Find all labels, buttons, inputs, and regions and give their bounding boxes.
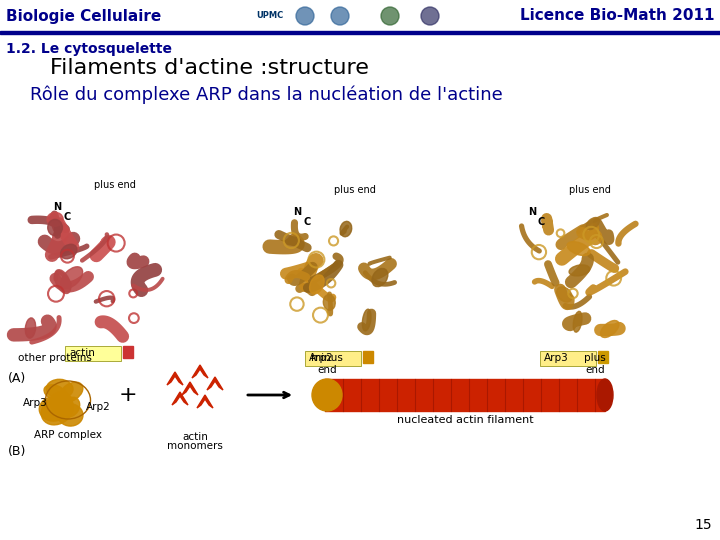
FancyBboxPatch shape [305,350,361,366]
Ellipse shape [25,318,36,338]
Ellipse shape [569,265,590,276]
Text: plus end: plus end [94,180,136,190]
Ellipse shape [55,269,71,294]
Text: minus
end: minus end [311,353,343,375]
Ellipse shape [310,275,324,294]
Ellipse shape [597,379,613,411]
Text: ARP complex: ARP complex [34,430,102,440]
Ellipse shape [567,242,590,255]
Ellipse shape [58,404,83,426]
Text: UPMC: UPMC [256,11,284,21]
Ellipse shape [40,396,68,421]
Text: Arp3: Arp3 [23,398,48,408]
Ellipse shape [63,397,80,417]
Bar [325,379,605,411]
Text: 15: 15 [694,518,712,532]
Ellipse shape [60,244,77,259]
Text: Filaments d'actine :structure: Filaments d'actine :structure [50,58,369,78]
Ellipse shape [557,287,572,302]
Text: plus
end: plus end [584,353,606,375]
Text: Rôle du complexe ARP dans la nucléation de l'actine: Rôle du complexe ARP dans la nucléation … [30,86,503,105]
Ellipse shape [312,379,342,411]
Circle shape [381,7,399,25]
Ellipse shape [46,379,73,399]
Ellipse shape [60,382,83,402]
Bar [123,346,133,358]
Text: other proteins: other proteins [18,353,92,363]
Text: N: N [528,207,536,217]
Circle shape [331,7,349,25]
Text: 1.2. Le cytosquelette: 1.2. Le cytosquelette [6,42,172,56]
Ellipse shape [362,309,371,331]
Polygon shape [172,392,188,405]
Text: (A): (A) [8,372,26,385]
Bar [598,351,608,363]
Ellipse shape [47,212,63,226]
Text: Arp2: Arp2 [86,402,111,412]
FancyBboxPatch shape [65,346,120,361]
Text: actin: actin [69,348,95,358]
Text: (B): (B) [8,445,27,458]
Text: monomers: monomers [167,441,223,451]
Text: N: N [293,207,301,217]
Circle shape [421,7,439,25]
Ellipse shape [44,385,67,401]
Ellipse shape [600,320,619,338]
Bar [363,351,373,363]
Ellipse shape [323,295,336,310]
Ellipse shape [48,219,63,236]
Polygon shape [197,395,213,408]
Text: plus end: plus end [569,185,611,195]
Ellipse shape [586,218,599,230]
Text: Arp2: Arp2 [309,353,334,363]
Ellipse shape [60,267,83,288]
Text: C: C [538,217,545,227]
Text: Arp3: Arp3 [544,353,569,363]
Ellipse shape [50,392,72,413]
Polygon shape [192,365,208,378]
Text: Licence Bio-Math 2011: Licence Bio-Math 2011 [520,9,714,24]
Text: C: C [303,217,310,227]
Ellipse shape [286,237,300,245]
Polygon shape [207,377,223,390]
Text: plus end: plus end [334,185,376,195]
Polygon shape [167,372,183,385]
FancyBboxPatch shape [539,350,595,366]
Ellipse shape [573,312,582,332]
Bar [0,31,720,34]
Polygon shape [182,382,198,395]
Text: nucleated actin filament: nucleated actin filament [397,415,534,425]
Ellipse shape [41,395,73,425]
Circle shape [296,7,314,25]
Ellipse shape [372,268,388,287]
Ellipse shape [340,221,352,237]
Text: Biologie Cellulaire: Biologie Cellulaire [6,9,161,24]
Text: +: + [119,385,138,405]
Text: actin: actin [182,432,208,442]
Text: C: C [63,212,71,222]
Text: N: N [53,202,61,212]
